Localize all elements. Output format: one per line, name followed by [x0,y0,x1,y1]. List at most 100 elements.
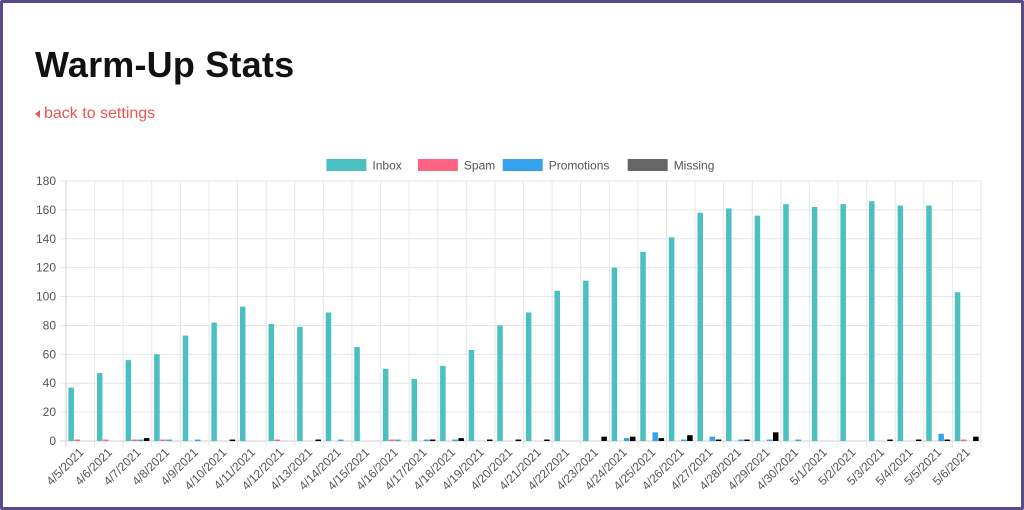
bar-missing-16[interactable] [544,439,550,441]
bar-missing-5[interactable] [229,439,236,441]
y-tick-label: 20 [43,405,57,419]
bar-inbox-2[interactable] [125,360,132,441]
bar-missing-2[interactable] [143,438,150,441]
bar-promotions-12[interactable] [423,439,430,441]
y-tick-label: 160 [36,203,56,217]
bar-inbox-22[interactable] [697,212,703,441]
bar-inbox-7[interactable] [268,324,275,441]
y-tick-label: 180 [36,174,56,188]
bar-missing-31[interactable] [973,436,979,441]
bar-inbox-25[interactable] [783,204,789,441]
legend-label: Promotions [549,159,610,173]
bar-inbox-23[interactable] [726,208,732,441]
bar-inbox-16[interactable] [525,312,532,441]
bar-inbox-20[interactable] [640,251,646,441]
bar-inbox-29[interactable] [897,205,904,441]
page-title: Warm-Up Stats [35,44,295,85]
bar-missing-18[interactable] [601,436,607,441]
bar-inbox-9[interactable] [325,312,332,441]
bar-inbox-10[interactable] [354,347,360,441]
bar-missing-19[interactable] [629,436,636,441]
bar-inbox-11[interactable] [382,368,389,441]
bar-inbox-13[interactable] [440,365,446,441]
bar-inbox-30[interactable] [926,205,932,441]
bar-promotions-23[interactable] [738,439,744,441]
bar-spam-1[interactable] [103,439,109,441]
bar-promotions-2[interactable] [137,439,144,441]
bar-inbox-8[interactable] [297,326,303,441]
bar-promotions-3[interactable] [166,439,172,441]
warmup-bar-chart: Inbox Spam Promotions Missing 0 20 40 60 80 100 1… [36,159,982,493]
bar-promotions-11[interactable] [395,439,401,441]
bar-inbox-17[interactable] [554,290,560,441]
bar-inbox-12[interactable] [411,378,418,441]
bar-missing-20[interactable] [658,438,665,441]
bar-missing-23[interactable] [744,439,750,441]
bar-promotions-20[interactable] [652,432,658,441]
bar-inbox-18[interactable] [583,280,589,441]
bar-missing-12[interactable] [429,439,436,441]
y-tick-label: 120 [36,261,56,275]
bar-spam-0[interactable] [74,439,80,441]
bar-promotions-4[interactable] [194,439,201,441]
bar-inbox-0[interactable] [68,387,74,441]
y-axis-ticks: 0 20 40 60 80 100 120 140 160 180 [36,174,56,448]
legend-item-inbox[interactable]: Inbox [326,159,402,173]
bar-inbox-31[interactable] [954,292,961,441]
bar-inbox-14[interactable] [468,350,475,441]
bar-missing-28[interactable] [887,439,893,441]
bar-promotions-25[interactable] [795,439,801,441]
y-tick-label: 140 [36,232,56,246]
legend-swatch [502,159,543,171]
legend-swatch [326,159,367,171]
bar-inbox-27[interactable] [840,204,846,441]
bar-promotions-24[interactable] [766,439,773,441]
bar-promotions-22[interactable] [709,436,716,441]
caret-left-icon [35,110,40,118]
bar-inbox-5[interactable] [211,322,217,441]
bar-inbox-21[interactable] [668,237,675,441]
bar-missing-13[interactable] [458,438,464,441]
bar-missing-22[interactable] [715,439,722,441]
chart-legend: Inbox Spam Promotions Missing [326,159,714,173]
bar-inbox-1[interactable] [96,373,103,441]
bar-promotions-13[interactable] [452,439,458,441]
bar-promotions-19[interactable] [623,438,630,441]
bar-inbox-6[interactable] [239,306,246,441]
bar-promotions-21[interactable] [681,439,687,441]
bar-missing-21[interactable] [687,435,693,441]
bar-promotions-30[interactable] [938,433,944,441]
back-to-settings-link[interactable]: back to settings [35,104,155,124]
legend-swatch [417,159,458,171]
bar-inbox-28[interactable] [869,201,875,441]
legend-label: Inbox [372,159,401,173]
legend-item-spam[interactable]: Spam [417,159,495,173]
bar-inbox-24[interactable] [754,215,761,441]
bar-spam-7[interactable] [274,439,281,441]
bar-spam-2[interactable] [131,439,138,441]
legend-swatch [627,159,668,171]
bar-promotions-9[interactable] [337,439,344,441]
bar-inbox-19[interactable] [611,267,618,441]
back-link-label: back to settings [44,105,156,122]
chart-bars [68,201,979,441]
bar-missing-29[interactable] [915,439,922,441]
bar-missing-14[interactable] [487,439,493,441]
bar-spam-3[interactable] [160,439,166,441]
legend-item-promotions[interactable]: Promotions [502,159,610,173]
bar-missing-24[interactable] [772,432,779,441]
bar-missing-15[interactable] [515,439,522,441]
bar-spam-31[interactable] [960,439,967,441]
bar-missing-8[interactable] [315,439,321,441]
x-axis-ticks: 4/5/20214/6/20214/7/20214/8/20214/9/2021… [43,445,973,493]
y-tick-label: 0 [49,434,56,448]
bar-spam-11[interactable] [389,439,395,441]
y-tick-label: 80 [43,318,57,332]
bar-inbox-3[interactable] [154,354,160,441]
bar-inbox-26[interactable] [811,207,818,441]
legend-item-missing[interactable]: Missing [627,159,715,173]
bar-inbox-15[interactable] [497,325,503,441]
bar-inbox-4[interactable] [182,335,189,441]
bar-missing-30[interactable] [944,439,951,441]
